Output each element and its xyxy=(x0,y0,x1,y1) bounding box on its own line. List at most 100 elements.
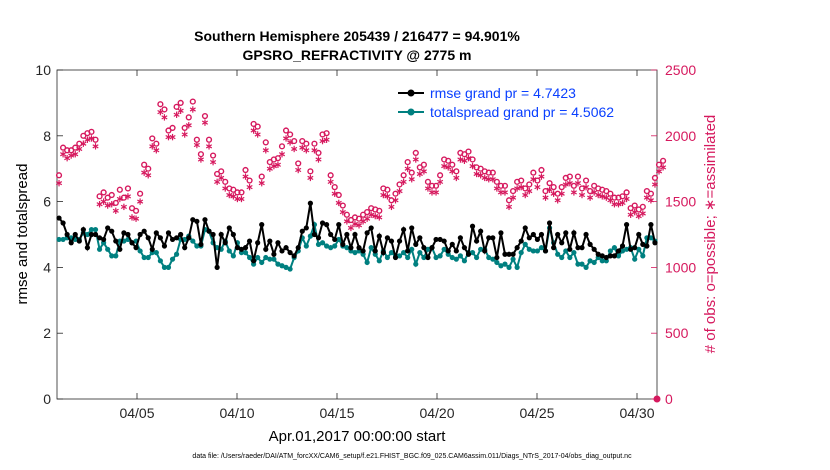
possible-point xyxy=(323,130,330,137)
assimilated-point xyxy=(100,198,107,205)
rmse-point xyxy=(482,248,488,254)
possible-point xyxy=(327,172,334,179)
rmse-point xyxy=(202,217,208,223)
x-axis-label: Apr.01,2017 00:00:00 start xyxy=(269,428,447,445)
rmse-point xyxy=(603,254,609,261)
rmse-point xyxy=(344,231,350,238)
spread-point xyxy=(417,249,423,256)
spread-point xyxy=(283,264,289,270)
possible-point xyxy=(408,169,415,176)
rmse-point xyxy=(360,248,366,254)
possible-point xyxy=(558,184,565,191)
spread-point xyxy=(421,254,427,261)
spread-point xyxy=(583,264,589,270)
possible-point xyxy=(169,124,176,132)
rmse-point xyxy=(437,236,443,243)
spread-point xyxy=(376,258,382,264)
rmse-point xyxy=(242,245,249,251)
possible-point xyxy=(619,193,626,200)
rmse-point xyxy=(514,245,520,251)
possible-point xyxy=(205,136,213,143)
possible-point xyxy=(295,160,302,167)
possible-point xyxy=(128,205,136,212)
spread-point xyxy=(113,253,119,259)
possible-point xyxy=(428,182,436,189)
assimilated-point xyxy=(205,143,213,150)
assimilated-point xyxy=(550,190,557,197)
rmse-point xyxy=(319,220,326,226)
rmse-point xyxy=(279,248,285,254)
spread-point xyxy=(441,246,447,252)
assimilated-point xyxy=(526,187,533,195)
rmse-point xyxy=(502,251,508,257)
rmse-point xyxy=(465,251,472,257)
spread-point xyxy=(332,243,338,249)
assimilated-point xyxy=(420,168,427,175)
assimilated-point xyxy=(311,147,318,154)
possible-point xyxy=(432,182,440,189)
possible-point xyxy=(250,120,257,128)
assimilated-point xyxy=(453,174,460,182)
rmse-point xyxy=(80,226,86,233)
possible-point xyxy=(505,197,513,204)
assimilated-point xyxy=(534,183,541,191)
rmse-point xyxy=(457,235,463,241)
assimilated-point xyxy=(481,174,488,182)
possible-point xyxy=(157,101,164,108)
rmse-point xyxy=(522,225,528,231)
possible-point xyxy=(623,189,630,196)
possible-point xyxy=(339,202,346,209)
possible-point xyxy=(493,178,500,185)
y-right-tick-label: 2500 xyxy=(665,62,696,78)
possible-point xyxy=(193,136,200,143)
assimilated-point xyxy=(124,193,132,200)
assimilated-point xyxy=(655,168,663,175)
rmse-point xyxy=(542,248,549,254)
possible-point xyxy=(388,197,395,204)
rmse-point xyxy=(405,248,411,254)
assimilated-point xyxy=(266,165,273,172)
possible-point xyxy=(218,168,225,175)
rmse-point xyxy=(538,231,545,238)
rmse-point xyxy=(518,238,524,244)
rmse-point xyxy=(384,235,391,241)
assimilated-point xyxy=(615,201,622,208)
legend-marker xyxy=(407,108,415,116)
spread-point xyxy=(555,251,561,257)
rmse-point xyxy=(494,254,500,261)
assimilated-point xyxy=(623,195,630,203)
rmse-point xyxy=(238,246,245,252)
rmse-point xyxy=(619,243,626,249)
assimilated-point xyxy=(282,135,290,142)
rmse-point xyxy=(84,245,91,251)
assimilated-point xyxy=(108,201,115,208)
possible-point xyxy=(566,173,573,180)
rmse-point xyxy=(234,245,241,251)
assimilated-point xyxy=(510,194,517,201)
rmse-point xyxy=(644,243,650,249)
spread-point xyxy=(591,259,597,266)
assimilated-point xyxy=(250,127,257,134)
rmse-point xyxy=(218,231,224,238)
rmse-point xyxy=(121,230,127,236)
rmse-point xyxy=(68,240,74,246)
assimilated-point xyxy=(432,189,440,196)
spread-point xyxy=(96,246,103,252)
assimilated-point xyxy=(181,131,188,138)
possible-point xyxy=(485,169,492,176)
assimilated-point xyxy=(234,195,241,203)
assimilated-point xyxy=(660,164,667,171)
rmse-point xyxy=(113,238,119,244)
assimilated-point xyxy=(193,141,200,149)
y-left-tick-label: 10 xyxy=(35,62,51,78)
rmse-point xyxy=(295,245,301,251)
assimilated-point xyxy=(619,199,626,207)
possible-point xyxy=(287,131,294,138)
assimilated-point xyxy=(546,186,553,193)
spread-point xyxy=(405,254,411,261)
rmse-point xyxy=(186,235,192,241)
possible-point xyxy=(343,211,350,218)
possible-point xyxy=(185,114,192,121)
rmse-point xyxy=(368,225,374,231)
spread-point xyxy=(88,226,95,233)
